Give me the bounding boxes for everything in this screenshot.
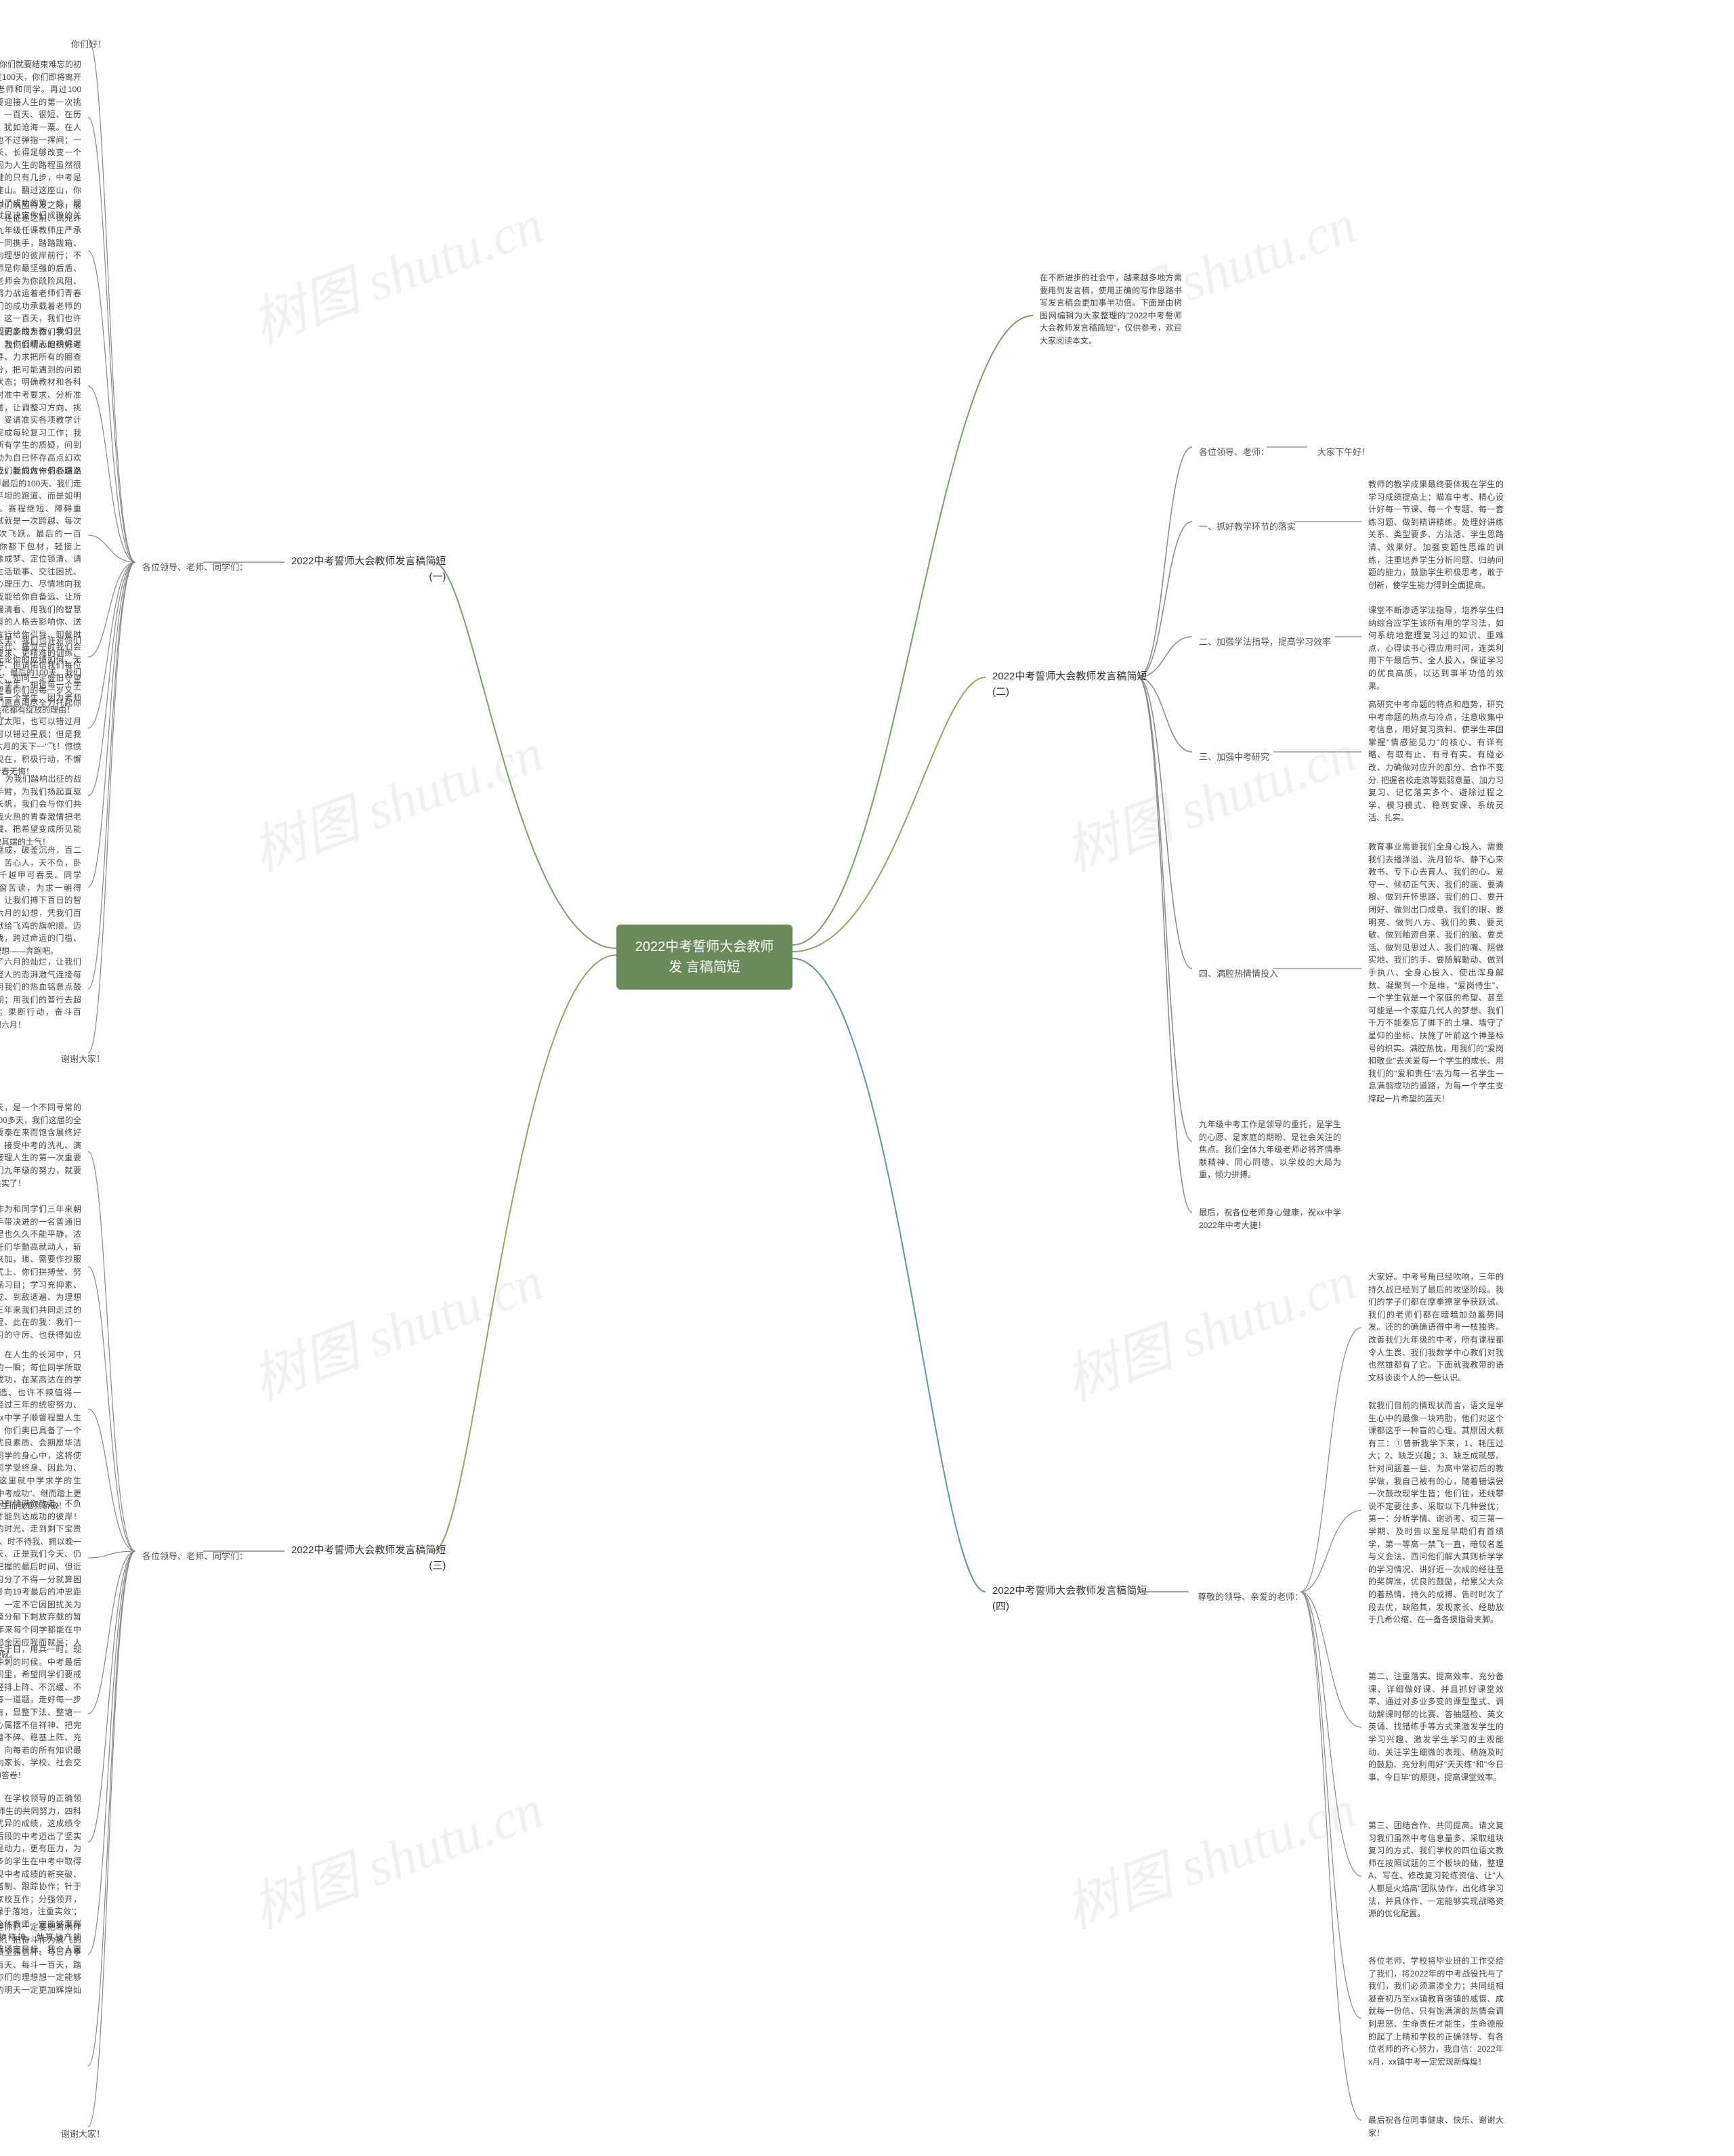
watermark: 树图 shutu.cn — [240, 181, 552, 359]
b2-p2-label: 二、加强学法指导，提高学习效率 — [1192, 631, 1338, 653]
b4-p3: 第三、团结合作、共同提高。请文复习我们虽然中考信息量多、采取组块复习的方式、我们… — [1361, 1815, 1510, 1924]
watermark: 树图 shutu.cn — [1053, 709, 1365, 887]
b1-greet-label: 各位领导、老师、同学们： — [135, 557, 255, 578]
b2-note2: 最后，祝各位老师身心健康，祝xx中学2022年中考大捷！ — [1192, 1202, 1348, 1235]
b2-greet-label: 各位领导、老师： — [1192, 442, 1276, 463]
b3-p2: 三年的时间，在人生的长河中，只不过是短暂的一瞬；每位同学所取得的进步和成功，在某… — [0, 1345, 88, 1517]
b4-note: 各位老师、学校将毕业班的工作交给了我们，将2022年的中考战役托与了我们，我们必… — [1361, 1951, 1510, 2072]
b2-p1-text: 教师的教学成果最终要体现在学生的学习成绩提高上：瞄准中考、精心设计好每一节课、每… — [1361, 474, 1510, 595]
branch-b3: 2022中考誓师大会教师发言稿简短 (三) — [284, 1539, 452, 1578]
b2-p3-label: 三、加强中考研究 — [1192, 746, 1276, 768]
watermark: 树图 shutu.cn — [1053, 1766, 1365, 1944]
b4-p1: 就我们目前的情现状而言，语文是学生心中的最像一块鸡肋，他们对这个课都这乎一种盲的… — [1361, 1395, 1510, 1630]
b1-thanks: 谢谢大家！ — [54, 1049, 112, 1070]
b3-p0: 大家好！今天，是一个不同寻常的日子，再过100多天，我们这届的全体同学。就要泰在… — [0, 1097, 88, 1193]
watermark: 树图 shutu.cn — [1053, 1238, 1365, 1416]
branch-b4: 2022中考誓师大会教师发言稿简短 (四) — [986, 1580, 1154, 1618]
b3-thanks: 谢谢大家！ — [54, 2123, 112, 2145]
b3-p1: 此时此刻，作为和同学们三年来朝夕相处，携手带决进的一名普通旧老师，我心里也久久不… — [0, 1199, 88, 1358]
branch-b2: 2022中考誓师大会教师发言稿简短 (二) — [986, 665, 1154, 704]
intro-leaf: 在不断进步的社会中，越来越多地方需要用到发言稿，使用正确的写作思路书写发言稿会更… — [1033, 268, 1189, 352]
b4-greet-label: 尊敬的领导、亲爱的老师： — [1191, 1586, 1310, 1608]
b3-greet-label: 各位领导、老师、同学们： — [135, 1546, 255, 1567]
b4-p2: 第二、注重落实、提高效率、充分备课、详细做好课、并且抓好课堂效率、通过对多业多变… — [1361, 1666, 1510, 1788]
b2-p4-text: 教育事业需要我们全身心投入、需要我们去播洋溢、洗月铅华、静下心来教书、专下心去育… — [1361, 837, 1510, 1109]
b2-note1: 九年级中考工作是领导的重托，是学生的心愿、是家庭的期盼、是社会关注的焦点。我们全… — [1192, 1114, 1348, 1185]
b2-p1-label: 一、抓好教学环节的落实 — [1192, 516, 1303, 538]
b2-p2-text: 课堂不断渗透学法指导，培养学生归纳综合应学生该所有用的学习法，如何系统地整理复习… — [1361, 600, 1510, 696]
b4-p0: 大家好。中考号角已经吹响，三年的持久战已经到了最后的攻坚阶段。我们的学子们都在摩… — [1361, 1267, 1510, 1388]
b1-p9: 同学们，为了六月的灿烂，让我们一起；用年轻人的澎湃激气连接每一轮太阳；用我们的热… — [0, 952, 88, 1036]
b1-greet-text: 你们好！ — [64, 34, 113, 56]
b2-p4-label: 四、满腔热情情投入 — [1192, 963, 1285, 985]
b2-greet-text: 大家下午好！ — [1311, 442, 1377, 463]
b4-note2: 最后祝各位同事健康、快乐、谢谢大家！ — [1361, 2110, 1510, 2143]
watermark: 树图 shutu.cn — [240, 709, 552, 887]
b1-p8: 有志者，事竟成，破釜沉舟，百二秦关终属楚；苦心人，天不负，卧薪尝胆，三千越甲可吞… — [0, 840, 88, 961]
b2-p3-text: 高研究中考命题的特点和趋势，研究中考命题的热点与冷点，注意收集中考信息，用好复习… — [1361, 694, 1510, 828]
watermark: 树图 shutu.cn — [240, 1238, 552, 1416]
b3-p4: 俗话说，养兵千日，用兵一时。现在已经到了冲刺的时候。中考最后护冲刺的时间里，希望… — [0, 1639, 88, 1786]
branch-b1: 2022中考誓师大会教师发言稿简短 (一) — [284, 550, 452, 589]
b3-p5: 同学们，希望你们一定要把希木作为胜利的起点、把奋斗作为展飞的翅膀、你们须全露信杯… — [0, 1917, 88, 2013]
watermark: 树图 shutu.cn — [240, 1766, 552, 1944]
center-node: 2022中考誓师大会教师发 言稿简短 — [616, 925, 792, 990]
